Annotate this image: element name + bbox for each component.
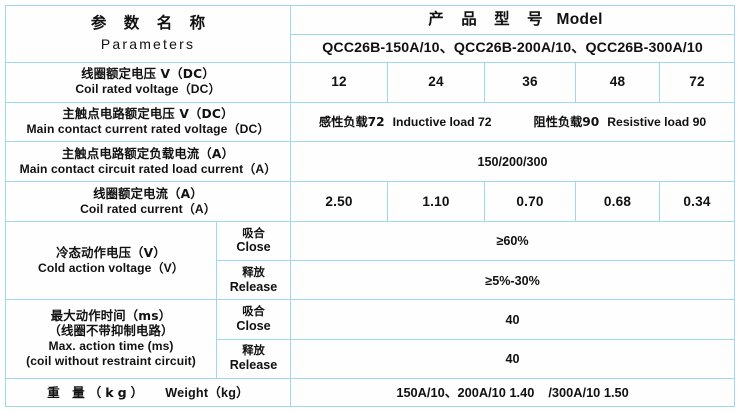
- cold-action-close-value: ≥60%: [496, 234, 529, 249]
- model-list-row: QCC26B-150A/10、QCC26B-200A/10、QCC26B-300…: [6, 33, 736, 63]
- sublabel-release-en: Release: [229, 279, 278, 294]
- header-parameters-cell: 参 数 名 称 Parameters: [4, 5, 292, 63]
- label-coil-rated-current: 线圈额定电流（A） Coil rated current（A）: [4, 181, 292, 223]
- specification-table: 参 数 名 称 Parameters 产 品 型 号 Model QCC26B-1…: [4, 5, 736, 408]
- model-list-cell: QCC26B-150A/10、QCC26B-200A/10、QCC26B-300…: [290, 33, 736, 63]
- header-model-en: Model: [556, 10, 603, 28]
- inductive-load-cn: 感性负载72: [318, 115, 385, 130]
- value-coil-current-2: 1.10: [387, 181, 486, 223]
- header-model-cn: 产 品 型 号: [428, 9, 549, 28]
- coil-current-value: 0.70: [516, 193, 544, 209]
- label-max-action-time-cn-2: （线圈不带抑制电路）: [48, 324, 174, 339]
- resistive-load-cn: 阻性负载90: [533, 115, 600, 130]
- label-coil-rated-current-en: Coil rated current（A）: [80, 201, 216, 216]
- value-main-contact-rated-load-current: 150/200/300: [290, 141, 736, 183]
- value-coil-voltage-4: 48: [575, 61, 661, 103]
- value-coil-current-1: 2.50: [290, 181, 389, 223]
- label-coil-rated-current-cn: 线圈额定电流（A）: [93, 186, 203, 201]
- value-coil-current-5: 0.34: [659, 181, 736, 223]
- value-coil-voltage-5: 72: [659, 61, 736, 103]
- label-main-contact-rated-voltage-en: Main contact current rated voltage（DC）: [26, 122, 270, 137]
- header-model-cell: 产 品 型 号 Model: [290, 5, 736, 35]
- value-main-contact-loads: 感性负载72 Inductive load 72 阻性负载90 Resistive l…: [290, 101, 736, 143]
- label-main-contact-load-current-en: Main contact circuit rated load current（…: [19, 161, 277, 176]
- coil-current-value: 0.34: [683, 193, 711, 209]
- value-coil-voltage-2: 24: [387, 61, 486, 103]
- coil-current-value: 1.10: [422, 193, 450, 209]
- inductive-load-en: Inductive load 72: [392, 115, 492, 130]
- cold-action-release-value: ≥5%-30%: [485, 273, 540, 288]
- coil-voltage-value: 12: [331, 74, 347, 90]
- main-contact-load-current-value: 150/200/300: [477, 155, 548, 170]
- header-parameters-cn: 参 数 名 称: [90, 14, 212, 33]
- weight-value-part1: 150A/10、200A/10 1.40: [396, 384, 535, 400]
- value-coil-current-4: 0.68: [575, 181, 661, 223]
- row-max-action-time-close: 最大动作时间（ms） （线圈不带抑制电路） Max. action time (…: [5, 299, 736, 379]
- value-max-action-time-close: 40: [290, 299, 736, 340]
- sublabel-close-cn: 吸合: [242, 304, 265, 318]
- coil-voltage-value: 24: [428, 74, 444, 90]
- row-weight: 重 量（kg） Weight（kg） 150A/10、200A/10 1.40/3…: [4, 377, 736, 408]
- value-cold-action-voltage-close: ≥60%: [290, 221, 736, 262]
- label-max-action-time-en-1: Max. action time (ms): [48, 339, 174, 354]
- value-coil-voltage-3: 36: [484, 61, 577, 103]
- coil-voltage-value: 72: [689, 74, 705, 90]
- sublabel-close-cn: 吸合: [242, 226, 265, 240]
- value-weight: 150A/10、200A/10 1.40/300A/10 1.50: [290, 377, 736, 408]
- label-cold-action-voltage-cn: 冷态动作电压（V）: [56, 245, 166, 260]
- label-coil-rated-voltage: 线圈额定电压 V（DC） Coil rated voltage（DC）: [4, 61, 292, 103]
- sublabel-time-release: 释放 Release: [215, 338, 292, 379]
- sublabel-release-cn: 释放: [242, 344, 265, 358]
- sublabel-cold-close: 吸合 Close: [215, 221, 292, 262]
- label-max-action-time-en-2: (coil without restraint circuit): [26, 354, 196, 369]
- label-max-action-time-cn-1: 最大动作时间（ms）: [50, 309, 172, 324]
- table-header-row: 参 数 名 称 Parameters 产 品 型 号 Model: [4, 5, 736, 63]
- row-coil-rated-current: 线圈额定电流（A） Coil rated current（A） 2.50 1.1…: [4, 181, 736, 223]
- model-list-text: QCC26B-150A/10、QCC26B-200A/10、QCC26B-300…: [322, 40, 703, 57]
- coil-voltage-value: 36: [522, 74, 538, 90]
- label-weight-cn: 重 量（kg）: [47, 384, 148, 400]
- label-cold-action-voltage-en: Cold action voltage（V）: [38, 260, 184, 275]
- label-max-action-time: 最大动作时间（ms） （线圈不带抑制电路） Max. action time (…: [5, 299, 217, 379]
- label-coil-rated-voltage-cn: 线圈额定电压 V（DC）: [81, 67, 215, 82]
- coil-current-value: 2.50: [325, 193, 353, 209]
- sublabel-cold-release: 释放 Release: [215, 260, 292, 301]
- resistive-load-en: Resistive load 90: [607, 115, 707, 130]
- label-main-contact-load-current-cn: 主触点电路额定负载电流（A）: [61, 146, 235, 161]
- sublabel-close-en: Close: [236, 240, 271, 255]
- coil-voltage-value: 48: [609, 74, 626, 90]
- sublabel-release-en: Release: [229, 357, 278, 372]
- row-coil-rated-voltage: 线圈额定电压 V（DC） Coil rated voltage（DC） 12 2…: [4, 61, 736, 103]
- coil-current-value: 0.68: [603, 193, 632, 209]
- label-main-contact-rated-load-current: 主触点电路额定负载电流（A） Main contact circuit rate…: [4, 141, 292, 183]
- row-cold-action-voltage-release: 释放 Release ≥5%-30%: [6, 260, 736, 301]
- value-coil-voltage-1: 12: [290, 61, 389, 103]
- row-max-action-time-release: 释放 Release 40: [6, 338, 736, 379]
- label-coil-rated-voltage-en: Coil rated voltage（DC）: [75, 82, 221, 97]
- max-action-time-close-value: 40: [505, 312, 520, 327]
- row-cold-action-voltage-close: 冷态动作电压（V） Cold action voltage（V） 吸合 Clos…: [5, 221, 736, 301]
- label-weight: 重 量（kg） Weight（kg）: [4, 377, 292, 408]
- value-max-action-time-release: 40: [290, 338, 736, 379]
- value-cold-action-voltage-release: ≥5%-30%: [290, 260, 736, 301]
- max-action-time-release-value: 40: [505, 351, 520, 366]
- sublabel-close-en: Close: [236, 318, 271, 333]
- label-weight-en: Weight（kg）: [165, 385, 249, 400]
- label-main-contact-rated-voltage-cn: 主触点电路额定电压 V（DC）: [62, 107, 234, 122]
- value-coil-current-3: 0.70: [484, 181, 577, 223]
- weight-value-part2: /300A/10 1.50: [548, 384, 629, 400]
- row-main-contact-rated-voltage: 主触点电路额定电压 V（DC） Main contact current rat…: [4, 101, 736, 143]
- sublabel-time-close: 吸合 Close: [215, 299, 292, 340]
- row-main-contact-rated-load-current: 主触点电路额定负载电流（A） Main contact circuit rate…: [4, 141, 736, 183]
- sublabel-release-cn: 释放: [242, 265, 265, 279]
- header-parameters-en: Parameters: [100, 36, 196, 53]
- label-main-contact-rated-voltage: 主触点电路额定电压 V（DC） Main contact current rat…: [4, 101, 292, 143]
- label-cold-action-voltage: 冷态动作电压（V） Cold action voltage（V）: [5, 221, 217, 301]
